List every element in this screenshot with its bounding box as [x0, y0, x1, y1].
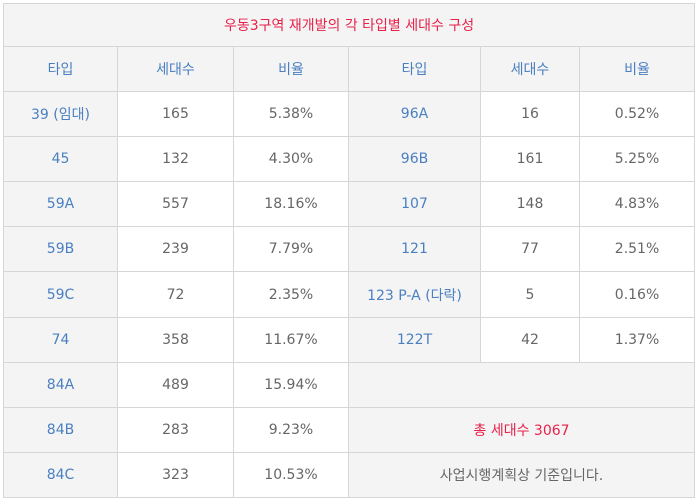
- type-cell: 59C: [3, 271, 118, 318]
- ratio-cell: 10.53%: [233, 451, 349, 499]
- type-cell: 59B: [3, 226, 118, 273]
- ratio-cell: 2.35%: [233, 271, 349, 318]
- empty-cell: [347, 361, 696, 408]
- count-cell: 132: [117, 136, 234, 183]
- count-cell: 323: [117, 451, 234, 499]
- ratio-cell: 7.79%: [233, 226, 349, 273]
- type-cell: 123 P-A (다락): [348, 271, 481, 318]
- type-cell: 45: [3, 136, 118, 183]
- header-count-left: 세대수: [117, 46, 234, 93]
- ratio-cell: 4.30%: [233, 136, 349, 183]
- table-row: 39 (임대) 165 5.38% 96A 16 0.52%: [3, 91, 696, 138]
- type-cell: 122T: [348, 316, 481, 363]
- ratio-cell: 11.67%: [233, 316, 349, 363]
- count-cell: 16: [480, 91, 580, 138]
- note-cell: 사업시행계획상 기준입니다.: [347, 451, 696, 499]
- type-cell: 84C: [3, 451, 118, 499]
- ratio-cell: 2.51%: [578, 226, 696, 273]
- count-cell: 358: [117, 316, 234, 363]
- table-row: 74 358 11.67% 122T 42 1.37%: [3, 316, 696, 363]
- count-cell: 161: [480, 136, 580, 183]
- type-cell: 59A: [3, 181, 118, 228]
- table-row: 84A 489 15.94%: [3, 361, 696, 408]
- count-cell: 283: [117, 406, 234, 453]
- ratio-cell: 1.37%: [578, 316, 696, 363]
- type-cell: 96B: [348, 136, 481, 183]
- table-row: 84C 323 10.53% 사업시행계획상 기준입니다.: [3, 451, 696, 499]
- count-cell: 77: [480, 226, 580, 273]
- table-row: 59A 557 18.16% 107 148 4.83%: [3, 181, 696, 228]
- count-cell: 489: [117, 361, 234, 408]
- count-cell: 557: [117, 181, 234, 228]
- type-cell: 107: [348, 181, 481, 228]
- ratio-cell: 0.16%: [578, 271, 696, 318]
- table-row: 59C 72 2.35% 123 P-A (다락) 5 0.16%: [3, 271, 696, 318]
- table-row: 59B 239 7.79% 121 77 2.51%: [3, 226, 696, 273]
- header-type-right: 타입: [348, 46, 481, 93]
- type-cell: 39 (임대): [3, 91, 118, 138]
- header-type-left: 타입: [3, 46, 118, 93]
- type-cell: 84A: [3, 361, 118, 408]
- ratio-cell: 5.25%: [578, 136, 696, 183]
- ratio-cell: 4.83%: [578, 181, 696, 228]
- type-cell: 74: [3, 316, 118, 363]
- header-ratio-right: 비율: [578, 46, 696, 93]
- count-cell: 72: [117, 271, 234, 318]
- ratio-cell: 9.23%: [233, 406, 349, 453]
- header-count-right: 세대수: [480, 46, 580, 93]
- ratio-cell: 5.38%: [233, 91, 349, 138]
- header-ratio-left: 비율: [233, 46, 349, 93]
- count-cell: 165: [117, 91, 234, 138]
- table-title: 우동3구역 재개발의 각 타입별 세대수 구성: [2, 2, 696, 48]
- count-cell: 148: [480, 181, 580, 228]
- table-row: 45 132 4.30% 96B 161 5.25%: [3, 136, 696, 183]
- ratio-cell: 18.16%: [233, 181, 349, 228]
- total-households-cell: 총 세대수 3067: [347, 406, 696, 453]
- type-cell: 121: [348, 226, 481, 273]
- header-row: 타입 세대수 비율 타입 세대수 비율: [3, 46, 696, 93]
- count-cell: 239: [117, 226, 234, 273]
- type-cell: 84B: [3, 406, 118, 453]
- type-cell: 96A: [348, 91, 481, 138]
- count-cell: 5: [480, 271, 580, 318]
- count-cell: 42: [480, 316, 580, 363]
- ratio-cell: 15.94%: [233, 361, 349, 408]
- table-row: 84B 283 9.23% 총 세대수 3067: [3, 406, 696, 453]
- ratio-cell: 0.52%: [578, 91, 696, 138]
